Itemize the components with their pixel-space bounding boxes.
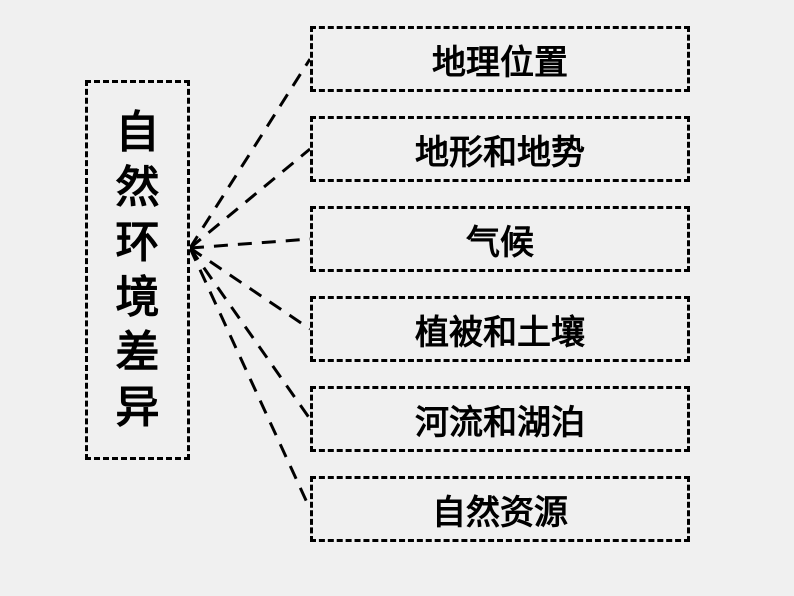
leaf-label: 自然资源 <box>432 485 568 534</box>
leaf-node: 自然资源 <box>310 476 690 542</box>
leaf-node: 地理位置 <box>310 26 690 92</box>
root-node: 自 然 环 境 差 异 <box>85 80 190 460</box>
leaf-node: 植被和土壤 <box>310 296 690 362</box>
leaf-label: 地形和地势 <box>415 125 585 174</box>
root-char: 境 <box>116 270 160 325</box>
leaf-node: 河流和湖泊 <box>310 386 690 452</box>
leaf-label: 河流和湖泊 <box>415 395 585 444</box>
root-char: 环 <box>116 215 160 270</box>
root-char: 差 <box>116 325 160 380</box>
root-char: 自 <box>116 105 160 160</box>
leaf-node: 气候 <box>310 206 690 272</box>
leaf-label: 地理位置 <box>432 35 568 84</box>
root-char: 异 <box>116 380 160 435</box>
leaf-label: 植被和土壤 <box>415 305 585 354</box>
leaf-node: 地形和地势 <box>310 116 690 182</box>
root-char: 然 <box>116 160 160 215</box>
diagram-canvas: 自 然 环 境 差 异 地理位置 地形和地势 气候 植被和土壤 河流和湖泊 自然… <box>0 0 794 596</box>
leaf-label: 气候 <box>466 215 534 264</box>
